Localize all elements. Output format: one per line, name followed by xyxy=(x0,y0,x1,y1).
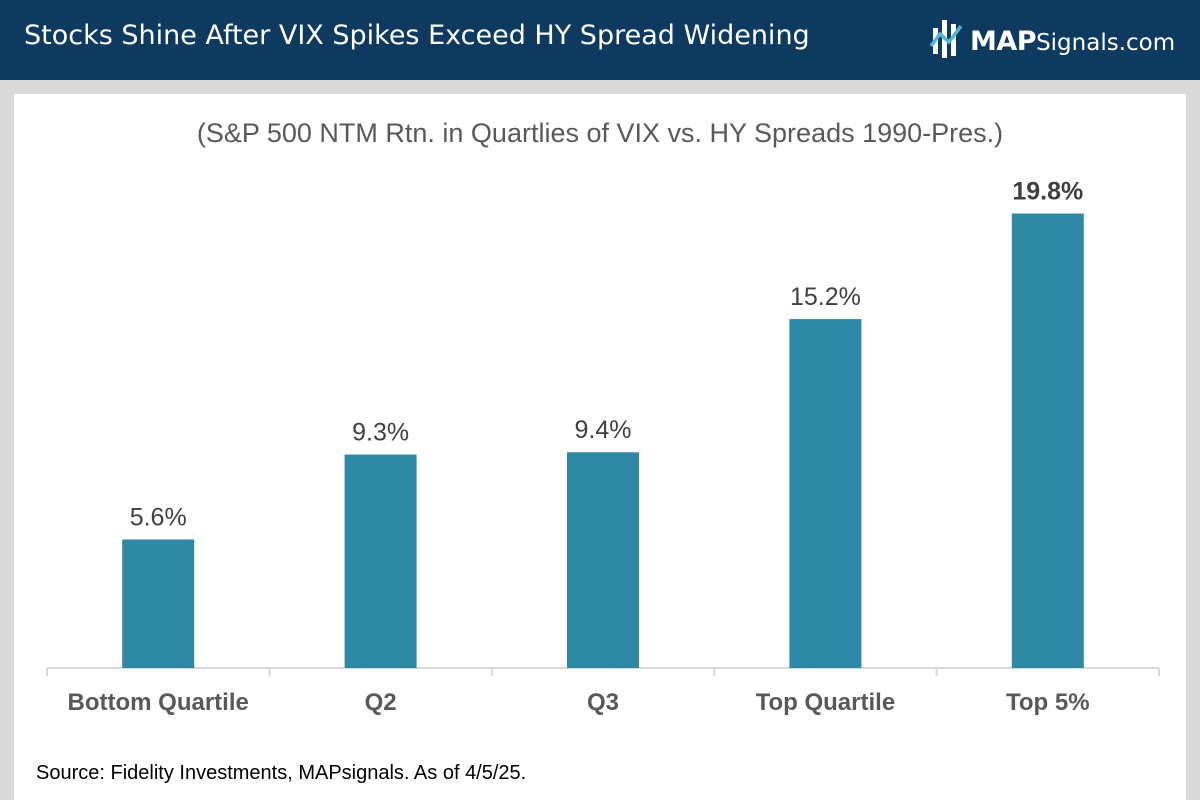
bar xyxy=(567,452,639,668)
logo-wordmark: MAPSignals.com xyxy=(970,26,1175,57)
logo-rest-text: Signals.com xyxy=(1036,30,1176,56)
chart-panel: (S&P 500 NTM Rtn. in Quartlies of VIX vs… xyxy=(14,94,1186,800)
data-label: 15.2% xyxy=(790,283,861,311)
bar xyxy=(1011,213,1084,668)
bar xyxy=(344,454,417,668)
bar xyxy=(122,539,195,668)
bar xyxy=(789,319,862,668)
data-label: 19.8% xyxy=(1012,178,1083,206)
header-bar: Stocks Shine After VIX Spikes Exceed HY … xyxy=(0,0,1200,80)
data-label: 9.4% xyxy=(575,416,632,444)
x-tick-label: Top 5% xyxy=(1006,689,1090,716)
source-note: Source: Fidelity Investments, MAPsignals… xyxy=(36,762,527,784)
chart-subtitle: (S&P 500 NTM Rtn. in Quartlies of VIX vs… xyxy=(196,118,1004,148)
logo-mark-icon xyxy=(930,20,963,58)
x-tick-label: Top Quartile xyxy=(756,689,896,716)
bar-chart: 5.6% Bottom Quartile 9.3% Q2 9.4% Q3 15.2% Top … xyxy=(46,178,1160,716)
data-label: 9.3% xyxy=(352,419,409,447)
x-tick-label: Q3 xyxy=(587,689,619,716)
x-tick-label: Bottom Quartile xyxy=(68,689,249,716)
logo-bold-text: MAP xyxy=(970,26,1037,57)
page-title: Stocks Shine After VIX Spikes Exceed HY … xyxy=(24,20,810,51)
data-label: 5.6% xyxy=(130,503,187,531)
x-tick-label: Q2 xyxy=(365,689,397,716)
